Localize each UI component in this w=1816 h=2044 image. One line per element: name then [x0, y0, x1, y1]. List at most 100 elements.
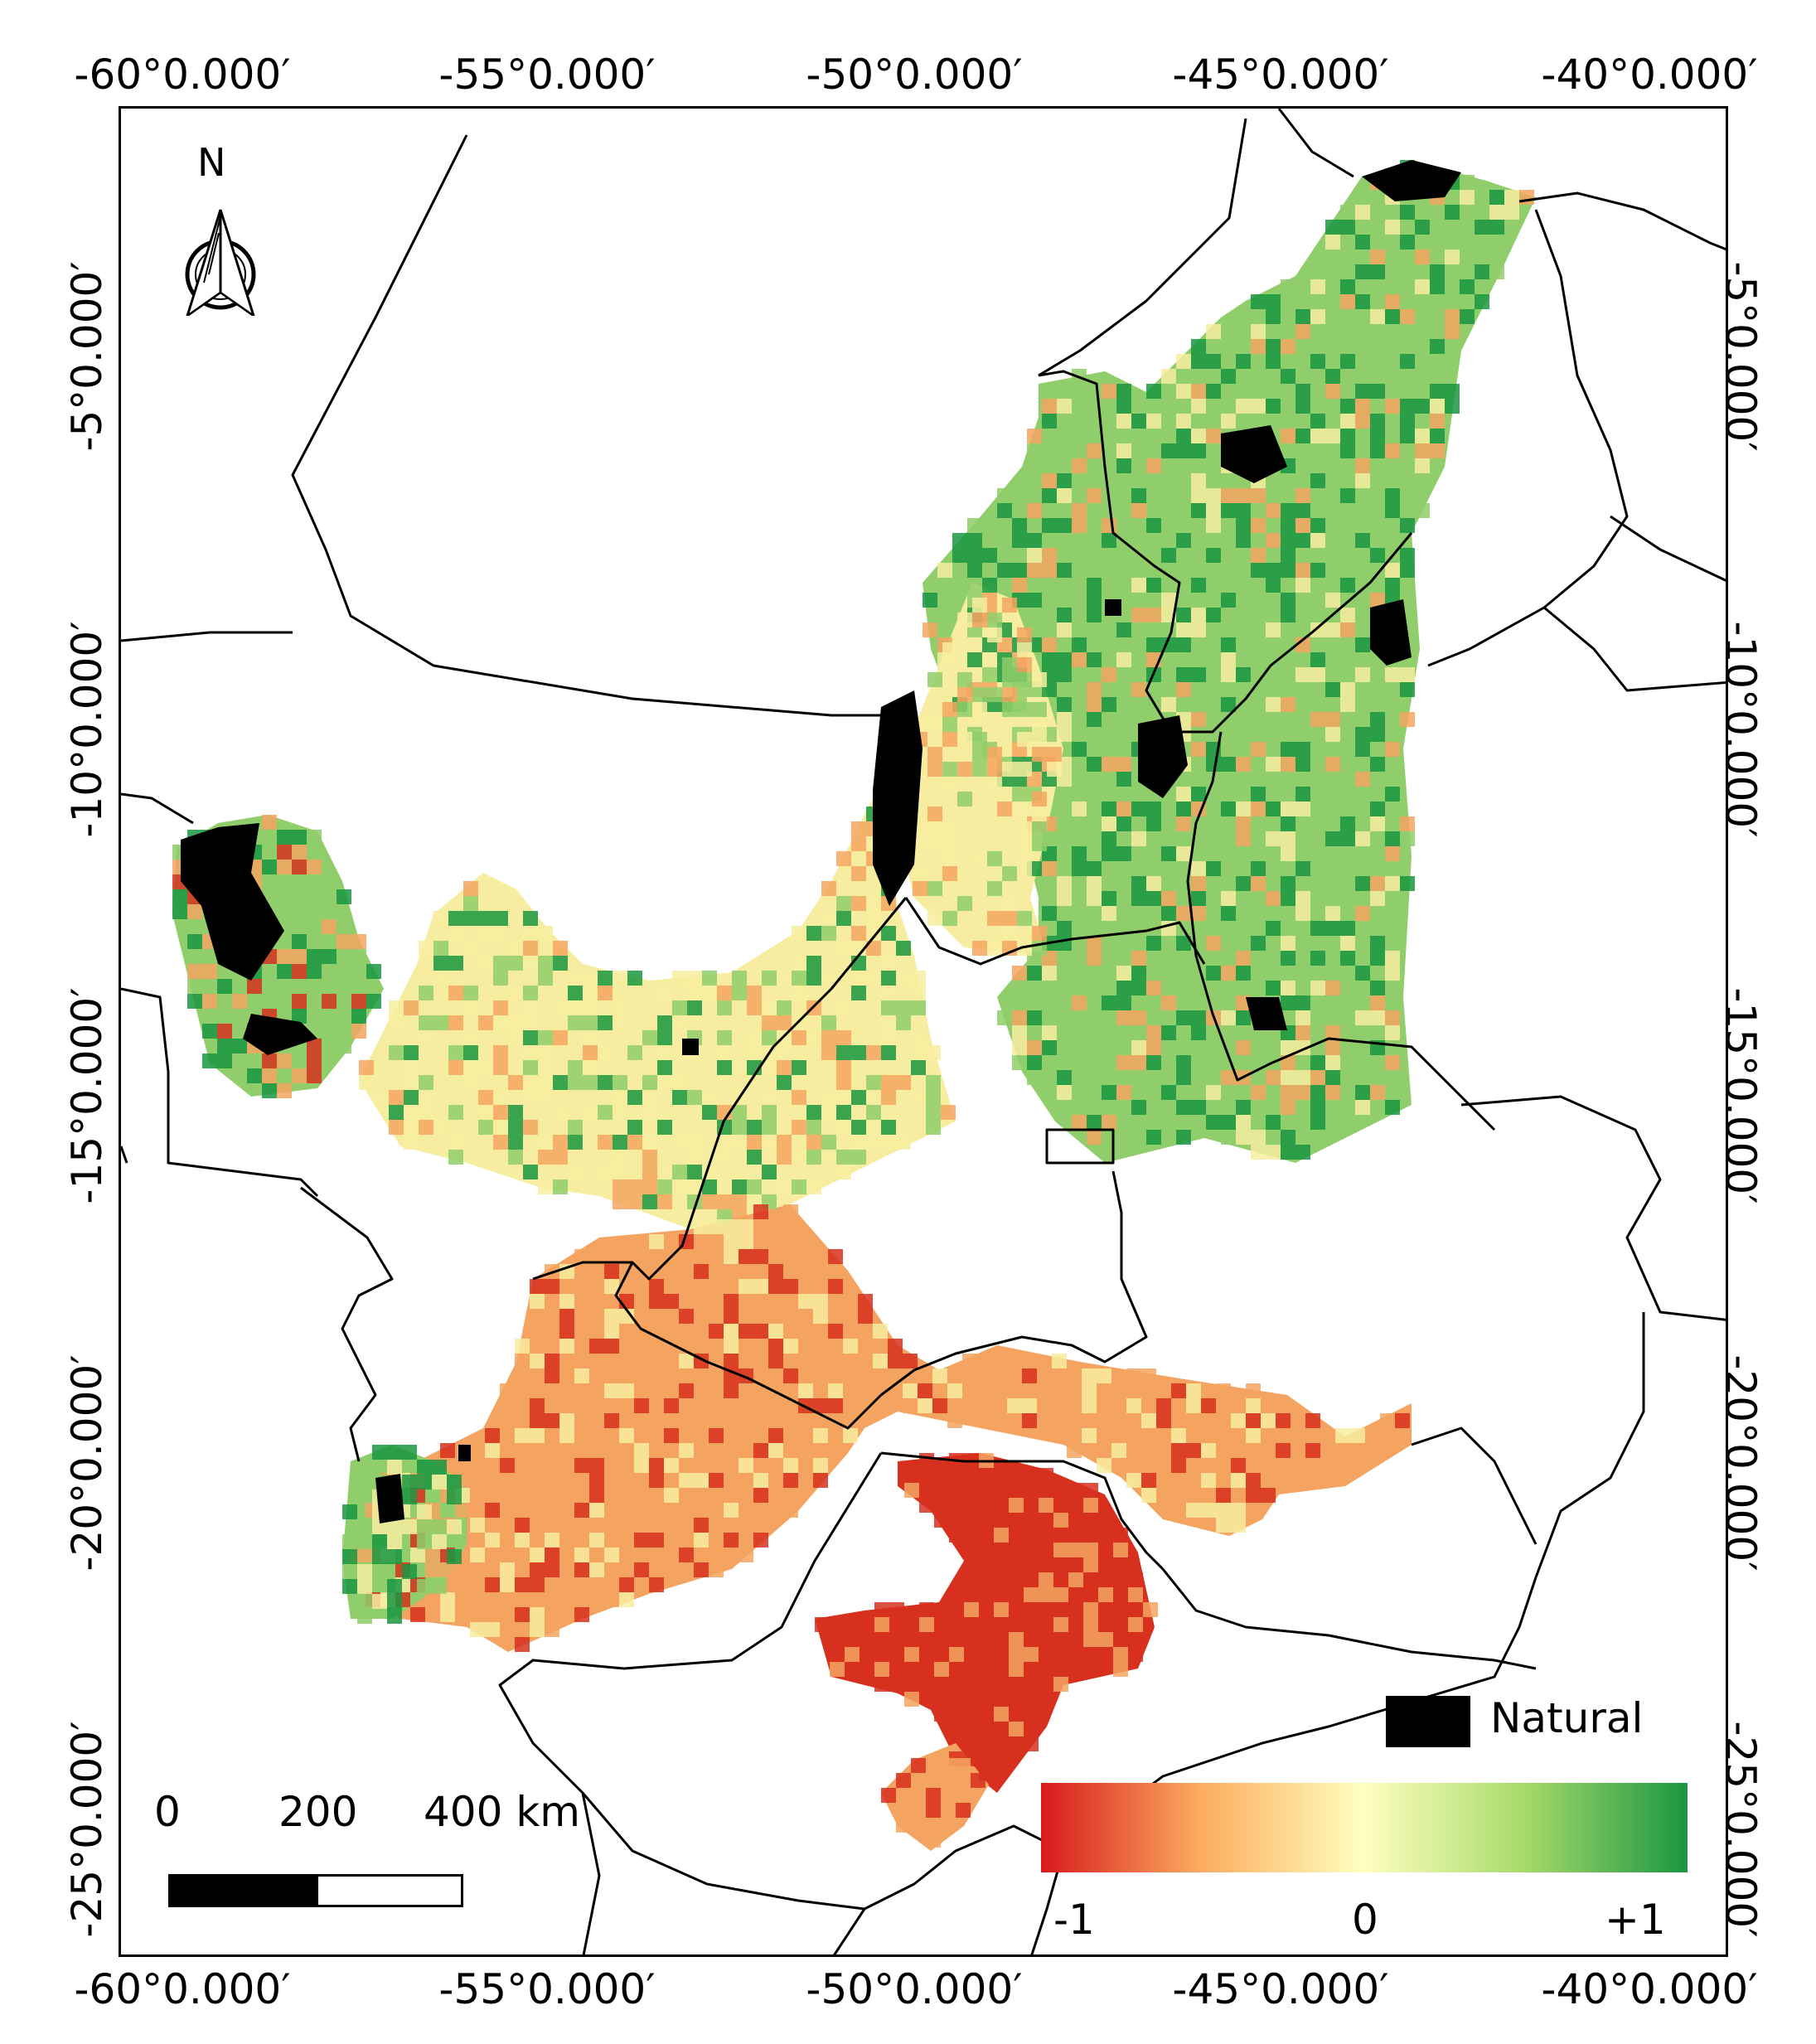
pixel-cell — [997, 1010, 1012, 1025]
pixel-cell — [1221, 1115, 1236, 1130]
pixel-cell — [1355, 1010, 1370, 1025]
pixel-cell — [1251, 488, 1266, 503]
pixel-cell — [1141, 1488, 1156, 1503]
pixel-cell — [1415, 458, 1430, 473]
pixel-cell — [1325, 1115, 1340, 1130]
pixel-cell — [322, 934, 337, 949]
pixel-cell — [1231, 1413, 1246, 1428]
pixel-cell — [972, 598, 987, 613]
pixel-cell — [806, 971, 821, 986]
pixel-cell — [1156, 1413, 1171, 1428]
pixel-cell — [1370, 757, 1385, 772]
pixel-cell — [911, 1045, 926, 1060]
pixel-cell — [307, 874, 322, 889]
pixel-cell — [1355, 727, 1370, 742]
pixel-cell — [1340, 488, 1355, 503]
pixel-cell — [1295, 1100, 1310, 1115]
pixel-cell — [619, 1398, 634, 1413]
pixel-cell — [1295, 951, 1310, 966]
pixel-cell — [934, 1662, 949, 1677]
pixel-cell — [1116, 682, 1131, 697]
pixel-cell — [463, 941, 478, 956]
pixel-cell — [1057, 697, 1072, 712]
pixel-cell — [530, 1533, 545, 1548]
pixel-cell — [1017, 866, 1032, 881]
pixel-cell — [559, 1428, 574, 1443]
pixel-cell — [1067, 1443, 1082, 1458]
pixel-cell — [493, 1090, 508, 1105]
pixel-cell — [747, 1135, 762, 1150]
pixel-cell — [657, 1015, 672, 1030]
pixel-cell — [589, 1339, 604, 1354]
pixel-cell — [1176, 637, 1191, 652]
pixel-cell — [604, 1309, 619, 1324]
pixel-cell — [1102, 1085, 1116, 1100]
natural-patch — [1221, 425, 1287, 483]
pixel-cell — [589, 1488, 604, 1503]
pixel-cell — [419, 1105, 433, 1120]
pixel-cell — [538, 1090, 553, 1105]
pixel-cell — [1295, 936, 1310, 951]
pixel-cell — [1370, 772, 1385, 787]
pixel-cell — [1355, 593, 1370, 608]
pixel-texture — [172, 160, 1534, 1848]
pixel-cell — [1098, 1587, 1113, 1602]
pixel-cell — [1325, 1085, 1340, 1100]
pixel-cell — [1027, 1040, 1042, 1055]
pixel-cell — [1281, 757, 1295, 772]
pixel-cell — [1022, 1398, 1037, 1413]
boundary-line — [1460, 1095, 1726, 1321]
pixel-cell — [747, 1150, 762, 1165]
pixel-cell — [277, 964, 292, 979]
pixel-cell — [694, 1249, 709, 1264]
pixel-cell — [798, 1294, 813, 1309]
boundary-line — [291, 134, 889, 717]
pixel-cell — [366, 964, 381, 979]
pixel-cell — [972, 732, 987, 747]
pixel-cell — [987, 851, 1002, 866]
pixel-cell — [515, 1577, 530, 1592]
pixel-cell — [1191, 1025, 1206, 1040]
pixel-cell — [559, 1488, 574, 1503]
pixel-cell — [463, 896, 478, 911]
pixel-cell — [687, 1135, 702, 1150]
pixel-cell — [1385, 1025, 1400, 1040]
pixel-cell — [1012, 802, 1027, 816]
pixel-cell — [538, 1135, 553, 1150]
pixel-cell — [1191, 995, 1206, 1010]
pixel-cell — [1067, 1383, 1082, 1398]
pixel-cell — [753, 1518, 768, 1533]
pixel-cell — [277, 1053, 292, 1068]
pixel-cell — [1206, 488, 1221, 503]
pixel-cell — [634, 1488, 649, 1503]
pixel-cell — [1102, 995, 1116, 1010]
pixel-cell — [1325, 981, 1340, 995]
pixel-cell — [448, 1015, 463, 1030]
pixel-cell — [1087, 548, 1102, 563]
pixel-cell — [896, 1773, 911, 1788]
pixel-cell — [821, 1090, 836, 1105]
pixel-cell — [979, 1483, 994, 1498]
boundary-line — [1063, 1577, 1538, 1853]
pixel-cell — [1082, 1398, 1097, 1413]
pixel-cell — [1012, 503, 1027, 518]
pixel-cell — [694, 1548, 709, 1562]
pixel-cell — [1141, 1473, 1156, 1488]
pixel-cell — [1146, 1010, 1161, 1025]
pixel-cell — [709, 1488, 724, 1503]
pixel-cell — [1221, 757, 1236, 772]
pixel-cell — [1340, 682, 1355, 697]
pixel-cell — [232, 1039, 247, 1053]
pixel-cell — [1057, 995, 1072, 1010]
pixel-cell — [515, 1488, 530, 1503]
pixel-cell — [1002, 672, 1017, 687]
pixel-cell — [642, 1194, 657, 1209]
pixel-cell — [1460, 309, 1475, 324]
pixel-cell — [828, 1264, 843, 1279]
left-lat-label-3: -15°0.000′ — [63, 987, 111, 1204]
pixel-cell — [992, 1354, 1007, 1368]
pixel-cell — [694, 1533, 709, 1548]
pixel-cell — [649, 1518, 664, 1533]
pixel-cell — [851, 896, 866, 911]
pixel-cell — [642, 1030, 657, 1045]
